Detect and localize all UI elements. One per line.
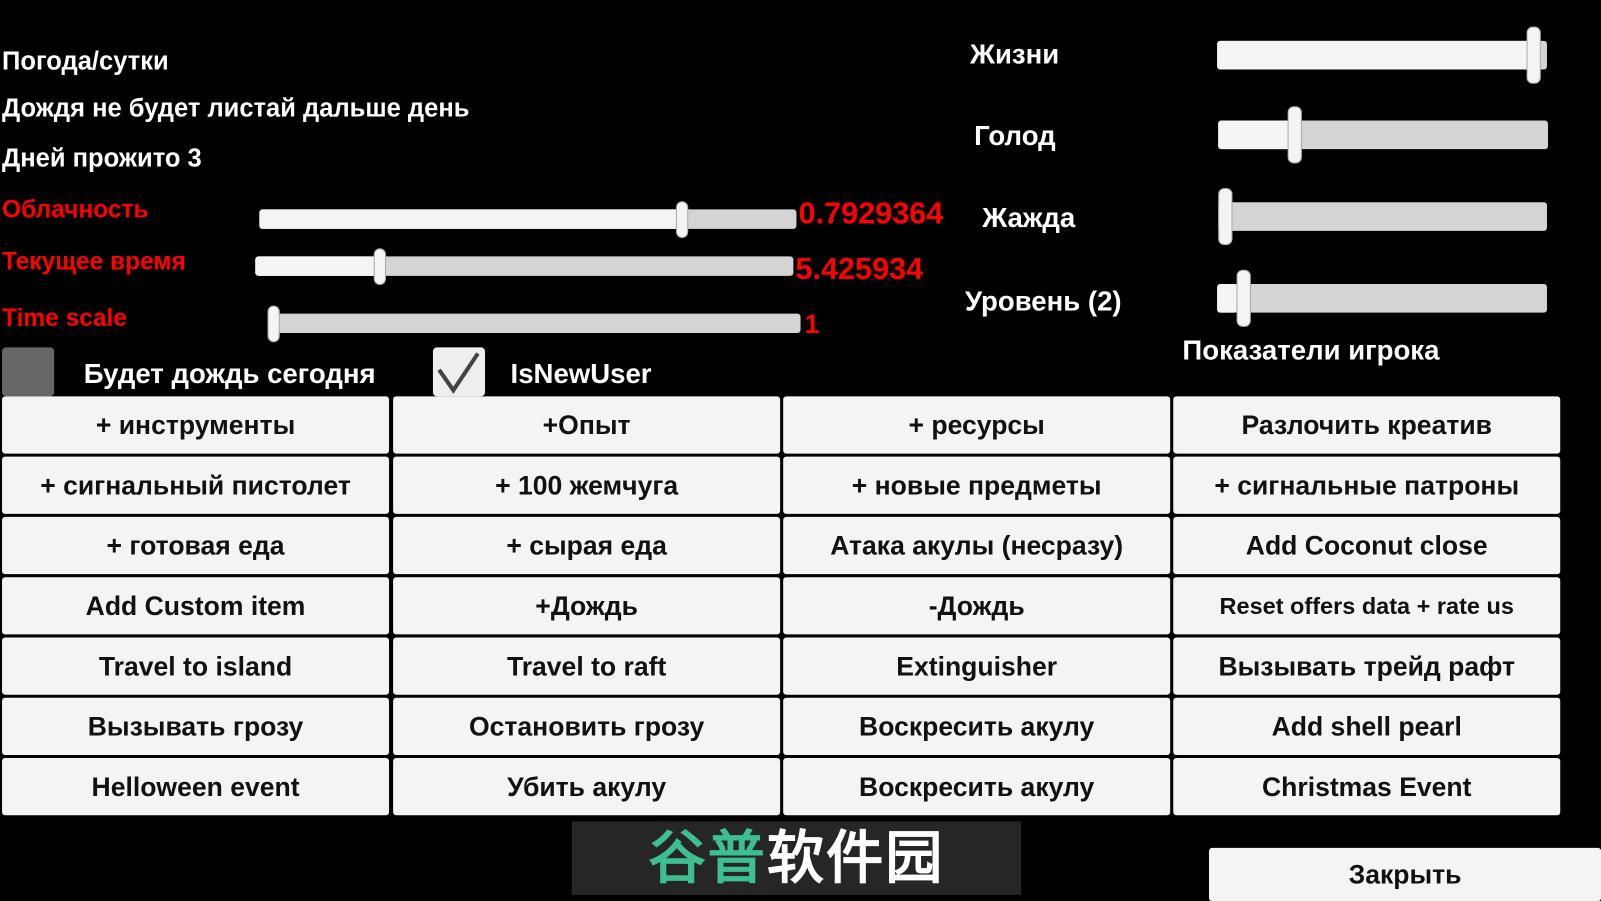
- is-new-user-checkbox[interactable]: [432, 347, 486, 397]
- slider-handle[interactable]: [675, 200, 688, 238]
- time-scale-label: Time scale: [2, 304, 127, 333]
- action-button[interactable]: Travel to island: [2, 637, 390, 695]
- action-button[interactable]: Атака акулы (несразу): [783, 516, 1171, 575]
- action-button[interactable]: + ресурсы: [783, 396, 1171, 454]
- health-slider[interactable]: [1217, 26, 1547, 84]
- thirst-label: Жажда: [982, 202, 1076, 233]
- slider-handle[interactable]: [1287, 106, 1302, 164]
- weather-title: Погода/сутки: [2, 46, 169, 76]
- slider-handle[interactable]: [374, 247, 387, 285]
- health-label: Жизни: [970, 38, 1060, 70]
- action-button[interactable]: Вызывать трейд рафт: [1173, 637, 1561, 695]
- action-button[interactable]: Helloween event: [2, 758, 390, 816]
- level-label: Уровень (2): [964, 286, 1122, 317]
- slider-handle[interactable]: [267, 304, 280, 342]
- slider-handle[interactable]: [1236, 269, 1251, 327]
- hunger-label: Голод: [974, 120, 1056, 152]
- action-button[interactable]: Christmas Event: [1173, 758, 1561, 816]
- thirst-slider[interactable]: [1218, 187, 1547, 246]
- current-time-slider[interactable]: [255, 247, 794, 285]
- action-button[interactable]: + 100 жемчуга: [393, 456, 781, 514]
- action-button[interactable]: Воскресить акулу: [783, 758, 1171, 816]
- slider-fill: [255, 256, 377, 276]
- cloudiness-value: 0.7929364: [798, 197, 944, 231]
- watermark-logo: 谷普 软件园: [571, 821, 1022, 895]
- action-button[interactable]: + сигнальный пистолет: [2, 456, 390, 514]
- rain-info: Дождя не будет листай дальше день: [2, 93, 470, 123]
- action-button[interactable]: Reset offers data + rate us: [1173, 577, 1561, 635]
- action-button[interactable]: Add Custom item: [2, 577, 390, 635]
- slider-fill: [259, 209, 686, 229]
- close-button[interactable]: Закрыть: [1208, 847, 1601, 901]
- action-button[interactable]: Разлочить креатив: [1173, 396, 1561, 454]
- action-button[interactable]: + новые предметы: [783, 456, 1171, 514]
- current-time-label: Текущее время: [2, 248, 186, 276]
- action-button[interactable]: +Дождь: [393, 577, 781, 635]
- action-button[interactable]: Extinguisher: [783, 637, 1171, 695]
- slider-handle[interactable]: [1526, 26, 1541, 84]
- cloudiness-slider[interactable]: [259, 200, 797, 238]
- action-button[interactable]: Add Coconut close: [1173, 516, 1561, 575]
- action-button[interactable]: +Опыт: [393, 396, 781, 454]
- slider-fill: [1217, 284, 1237, 313]
- rain-today-label: Будет дождь сегодня: [83, 358, 376, 390]
- slider-fill: [1218, 120, 1291, 150]
- action-button[interactable]: + инструменты: [2, 396, 390, 454]
- rain-today-checkbox[interactable]: [2, 347, 55, 397]
- cloudiness-label: Облачность: [2, 196, 149, 224]
- watermark-green: 谷普: [648, 825, 767, 890]
- action-button[interactable]: + сигнальные патроны: [1173, 456, 1561, 514]
- time-scale-value: 1: [804, 308, 820, 340]
- action-button[interactable]: + сырая еда: [393, 516, 781, 575]
- is-new-user-label: IsNewUser: [510, 358, 652, 390]
- slider-handle[interactable]: [1218, 187, 1233, 246]
- checkmark-icon: [437, 352, 480, 394]
- action-button[interactable]: Travel to raft: [393, 637, 781, 695]
- action-button[interactable]: Add shell pearl: [1173, 697, 1561, 755]
- action-button[interactable]: Воскресить акулу: [783, 697, 1171, 755]
- slider-fill: [1217, 40, 1541, 70]
- action-button[interactable]: Убить акулу: [393, 758, 781, 816]
- action-button[interactable]: Остановить грозу: [393, 697, 781, 755]
- hunger-slider[interactable]: [1218, 106, 1548, 164]
- action-button[interactable]: -Дождь: [783, 577, 1171, 635]
- player-stats-title: Показатели игрока: [1182, 335, 1440, 366]
- action-button[interactable]: + готовая еда: [2, 516, 390, 575]
- time-scale-slider[interactable]: [267, 304, 801, 342]
- current-time-value: 5.425934: [795, 252, 924, 287]
- action-button[interactable]: Вызывать грозу: [2, 697, 390, 755]
- level-slider[interactable]: [1217, 269, 1547, 327]
- watermark-white: 软件园: [766, 825, 945, 890]
- days-lived: Дней прожито 3: [2, 144, 202, 173]
